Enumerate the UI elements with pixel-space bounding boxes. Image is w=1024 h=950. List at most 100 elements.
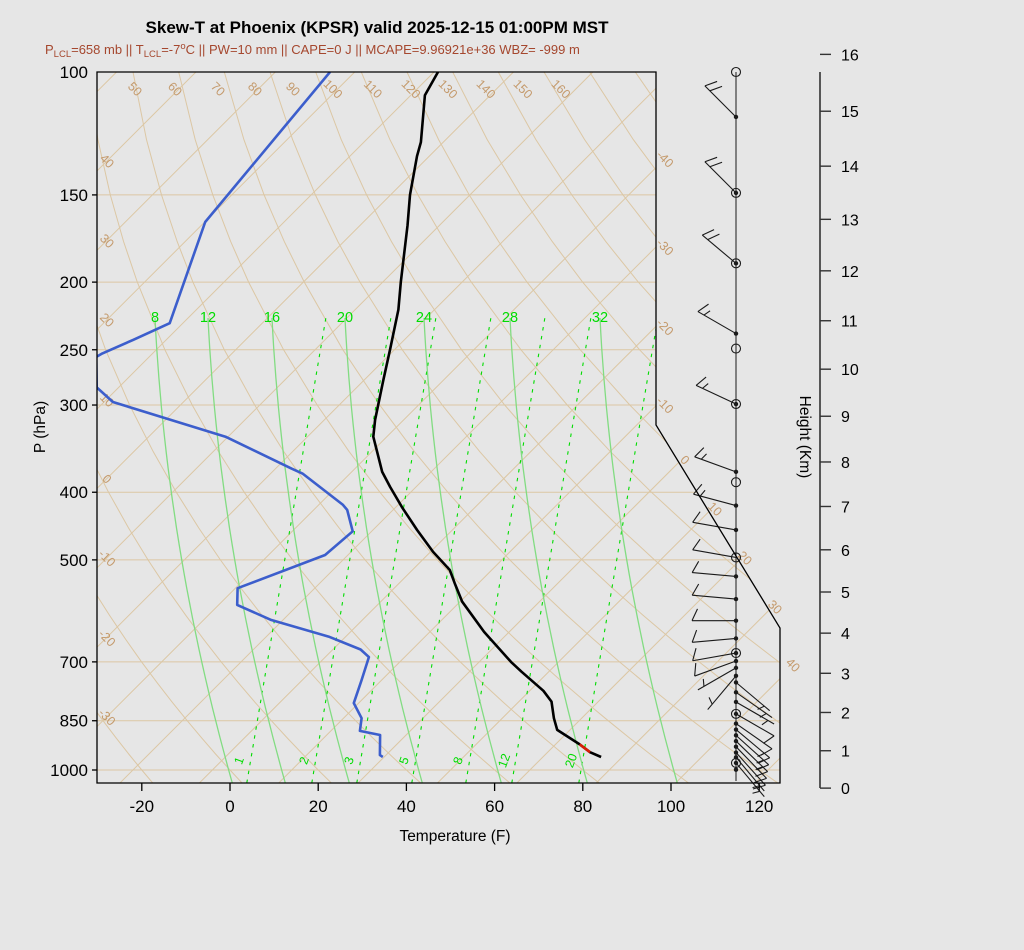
height-tick-label: 11 xyxy=(841,314,858,331)
wind-barb-full xyxy=(691,561,700,573)
dry-adiabat-line xyxy=(178,72,696,783)
top-isotherm-label: 140 xyxy=(474,77,499,102)
dry-adiabat-line xyxy=(269,72,780,783)
height-tick-label: 13 xyxy=(841,212,859,229)
temperature-axis-title: Temperature (F) xyxy=(399,828,510,845)
height-tick-label: 14 xyxy=(841,159,859,176)
dry-adiabat-line xyxy=(97,72,516,783)
left-isotherm-label: 10 xyxy=(97,390,117,410)
moist-adiabat-label: 12 xyxy=(200,310,216,326)
right-isotherm-label: -40 xyxy=(653,148,676,171)
mixing-ratio-line xyxy=(411,317,492,783)
height-tick-label: 16 xyxy=(841,47,859,64)
moist-adiabat-line xyxy=(271,317,350,783)
dry-adiabat-line xyxy=(360,72,780,783)
dry-adiabat-line xyxy=(97,72,247,783)
moist-adiabat-line xyxy=(154,317,233,783)
height-tick-label: 12 xyxy=(841,264,859,281)
wind-barb-staff xyxy=(692,652,737,662)
wind-barb-half xyxy=(755,766,763,770)
barb-station-dot xyxy=(733,767,739,772)
top-isotherm-label: 60 xyxy=(165,79,185,99)
dry-adiabat-line xyxy=(955,72,1024,788)
subtitle-script-segment: o xyxy=(180,41,185,52)
subtitle-script-segment: LCL xyxy=(144,49,161,60)
wind-barb-half xyxy=(702,678,705,687)
temperature-tick-label: -20 xyxy=(130,797,155,816)
isotherm-line xyxy=(278,72,780,783)
wind-barb-staff xyxy=(701,234,737,264)
mixing-ratio-line xyxy=(578,317,659,783)
dry-adiabat-line xyxy=(543,72,780,783)
moist-adiabat-line xyxy=(344,317,423,783)
barb-station-circle xyxy=(730,66,742,78)
wind-barb-half xyxy=(752,790,760,794)
wind-barb-staff xyxy=(692,549,737,558)
wind-barb-staff xyxy=(694,660,737,677)
wind-barb-full xyxy=(692,648,697,661)
dry-adiabat-line xyxy=(909,72,1024,788)
barb-station-circle xyxy=(730,187,742,198)
wind-barb-full xyxy=(697,303,709,313)
dry-adiabat-line xyxy=(497,72,780,783)
subtitle-script-segment: LCL xyxy=(54,49,71,60)
mixing-ratio-line xyxy=(311,317,392,783)
isotherm-line xyxy=(595,72,780,783)
pressure-tick-label: 500 xyxy=(60,551,88,570)
isotherm-line xyxy=(97,72,117,783)
subtitle-segment: P xyxy=(45,42,54,57)
mixing-ratio-label: 8 xyxy=(450,755,466,766)
top-isotherm-label: 130 xyxy=(436,77,461,102)
chart-subtitle: PLCL=658 mb || TLCL=-7oC || PW=10 mm || … xyxy=(45,41,580,60)
subtitle-segment: C || PW=10 mm || CAPE=0 J || MCAPE=9.969… xyxy=(186,42,580,57)
dewpoint-curve xyxy=(97,72,384,759)
height-tick-label: 5 xyxy=(841,585,850,602)
right-isotherm-label: 0 xyxy=(677,453,692,468)
pressure-tick-label: 1000 xyxy=(50,761,88,780)
isotherm-line xyxy=(97,72,594,783)
dry-adiabat-line xyxy=(452,72,780,783)
moist-adiabat-line xyxy=(423,317,502,783)
wind-barb-staff xyxy=(695,384,737,405)
isotherm-line xyxy=(357,72,780,783)
height-tick-label: 3 xyxy=(841,666,850,683)
top-isotherm-label: 50 xyxy=(125,79,145,99)
right-isotherm-label: -30 xyxy=(653,236,676,259)
moist-adiabat-label: 20 xyxy=(337,310,353,326)
height-axis-title: Height (Km) xyxy=(796,396,813,479)
moist-adiabat-label: 8 xyxy=(151,310,159,326)
wind-barb-staff xyxy=(692,572,737,577)
pressure-tick-label: 700 xyxy=(60,653,88,672)
wind-barb-half xyxy=(702,383,709,389)
temperature-tick-label: 80 xyxy=(573,797,592,816)
parcel-red-segment xyxy=(578,743,591,754)
wind-barb-staff xyxy=(735,752,766,786)
barb-station-circle xyxy=(730,648,742,659)
top-isotherm-label: 90 xyxy=(283,79,303,99)
wind-barb-full xyxy=(709,161,723,168)
grid-edge-labels: 50 60 70 80 90 100 110 120 130 140 150 160403020100… xyxy=(95,77,802,770)
temperature-curve xyxy=(371,72,602,759)
moist-adiabat-label: 32 xyxy=(592,310,608,326)
height-tick-label: 1 xyxy=(841,744,850,761)
pressure-tick-label: 300 xyxy=(60,396,88,415)
wind-barb-staff xyxy=(704,161,737,194)
wind-barb-full xyxy=(763,735,775,744)
wind-barb-staff xyxy=(697,311,737,335)
background-grid xyxy=(97,72,1024,788)
wind-barb-full xyxy=(694,663,697,677)
wind-barb-full xyxy=(694,447,705,458)
wind-barb-full xyxy=(702,229,715,236)
isotherm-line xyxy=(437,72,780,783)
plot-frame xyxy=(96,71,781,784)
mixing-ratio-line xyxy=(511,317,592,783)
moist-adiabat-label: 16 xyxy=(264,310,280,326)
wind-barb-staff xyxy=(692,594,737,600)
mixing-ratio-label: 3 xyxy=(341,755,357,766)
height-tick-label: 4 xyxy=(841,626,850,643)
mixing-ratio-label: 12 xyxy=(495,752,513,770)
barb-station-circle xyxy=(730,477,742,488)
dry-adiabat-line xyxy=(97,72,427,783)
